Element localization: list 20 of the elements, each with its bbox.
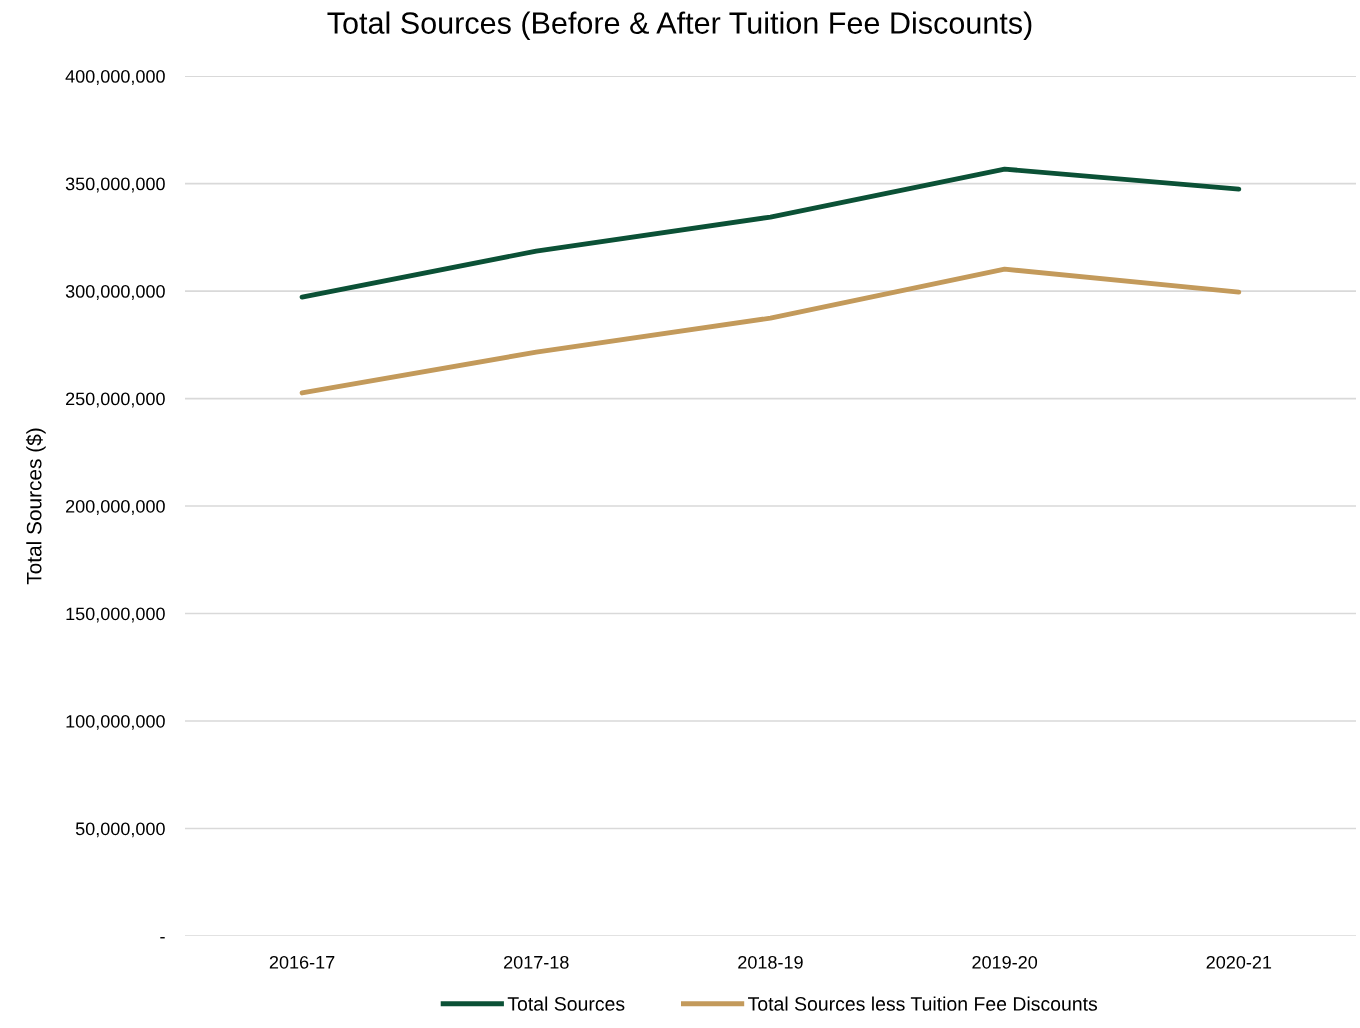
x-tick-label: 2020-21 — [1206, 955, 1272, 969]
x-tick-label: 2016-17 — [269, 955, 335, 969]
chart-title: Total Sources (Before & After Tuition Fee Discounts) — [327, 11, 1032, 40]
legend-label: Total Sources — [507, 996, 625, 1011]
y-tick-label: 200,000,000 — [66, 499, 165, 515]
y-tick-label: 150,000,000 — [66, 607, 165, 623]
y-tick-label: 100,000,000 — [66, 714, 165, 730]
legend-label: Total Sources less Tuition Fee Discounts — [748, 996, 1098, 1011]
x-tick-label: 2019-20 — [972, 955, 1038, 969]
x-tick-label: 2017-18 — [504, 955, 569, 969]
y-tick-label: 300,000,000 — [65, 284, 165, 300]
x-tick-label: 2018-19 — [738, 955, 803, 969]
y-tick-label: 400,000,000 — [65, 70, 165, 85]
line-series — [299, 266, 1242, 396]
line-series — [299, 166, 1242, 300]
y-axis-title: Total Sources ($) — [25, 428, 46, 585]
y-tick-label: 50,000,000 — [75, 822, 165, 838]
y-tick-label: - — [160, 937, 165, 939]
y-tick-label: 250,000,000 — [66, 392, 165, 408]
y-tick-label: 350,000,000 — [65, 177, 165, 193]
